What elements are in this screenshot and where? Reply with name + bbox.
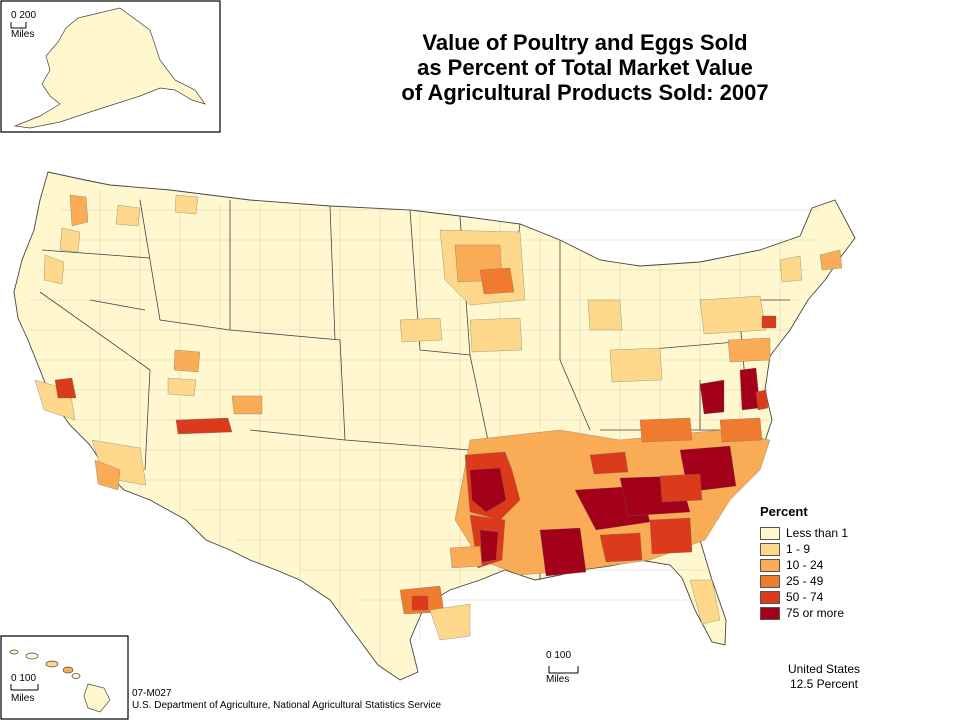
legend-swatch bbox=[760, 542, 780, 556]
us-total-note: United States 12.5 Percent bbox=[787, 662, 861, 691]
legend-swatch bbox=[760, 574, 780, 588]
alaska-scale-bar bbox=[10, 22, 27, 29]
legend-swatch bbox=[760, 590, 780, 604]
map-code: 07-M027 bbox=[132, 688, 172, 699]
alaska-inset-frame bbox=[0, 0, 221, 133]
footer: 07-M027 U.S. Department of Agriculture, … bbox=[132, 688, 441, 712]
map-title: Value of Poultry and Eggs Sold as Percen… bbox=[360, 30, 810, 105]
legend: Percent Less than 1 1 - 9 10 - 24 25 - 4… bbox=[760, 504, 848, 621]
alaska-shape bbox=[13, 7, 206, 129]
hawaii-islands bbox=[9, 649, 111, 713]
legend-swatch bbox=[760, 526, 780, 540]
title-line-1: Value of Poultry and Eggs Sold bbox=[422, 30, 748, 55]
hawaii-scale: 0 100 Miles bbox=[11, 673, 37, 704]
county-fills bbox=[34, 194, 843, 641]
legend-item: 10 - 24 bbox=[760, 557, 848, 573]
legend-swatch bbox=[760, 558, 780, 572]
alaska-scale: 0 200 Miles bbox=[11, 10, 37, 40]
legend-item: 75 or more bbox=[760, 605, 848, 621]
hawaii-scale-bar bbox=[10, 684, 39, 691]
legend-item: 50 - 74 bbox=[760, 589, 848, 605]
source-text: U.S. Department of Agriculture, National… bbox=[132, 700, 442, 711]
legend-item: 25 - 49 bbox=[760, 573, 848, 589]
hawaii-inset-frame bbox=[0, 635, 129, 720]
title-line-3: of Agricultural Products Sold: 2007 bbox=[401, 80, 769, 105]
legend-title: Percent bbox=[760, 504, 808, 519]
main-scale: 0 100 Miles bbox=[546, 650, 572, 685]
legend-item: Less than 1 bbox=[760, 525, 848, 541]
legend-swatch bbox=[760, 606, 780, 620]
county-grid bbox=[28, 190, 820, 665]
legend-item: 1 - 9 bbox=[760, 541, 848, 557]
main-scale-bar bbox=[548, 666, 579, 674]
title-line-2: as Percent of Total Market Value bbox=[417, 55, 753, 80]
